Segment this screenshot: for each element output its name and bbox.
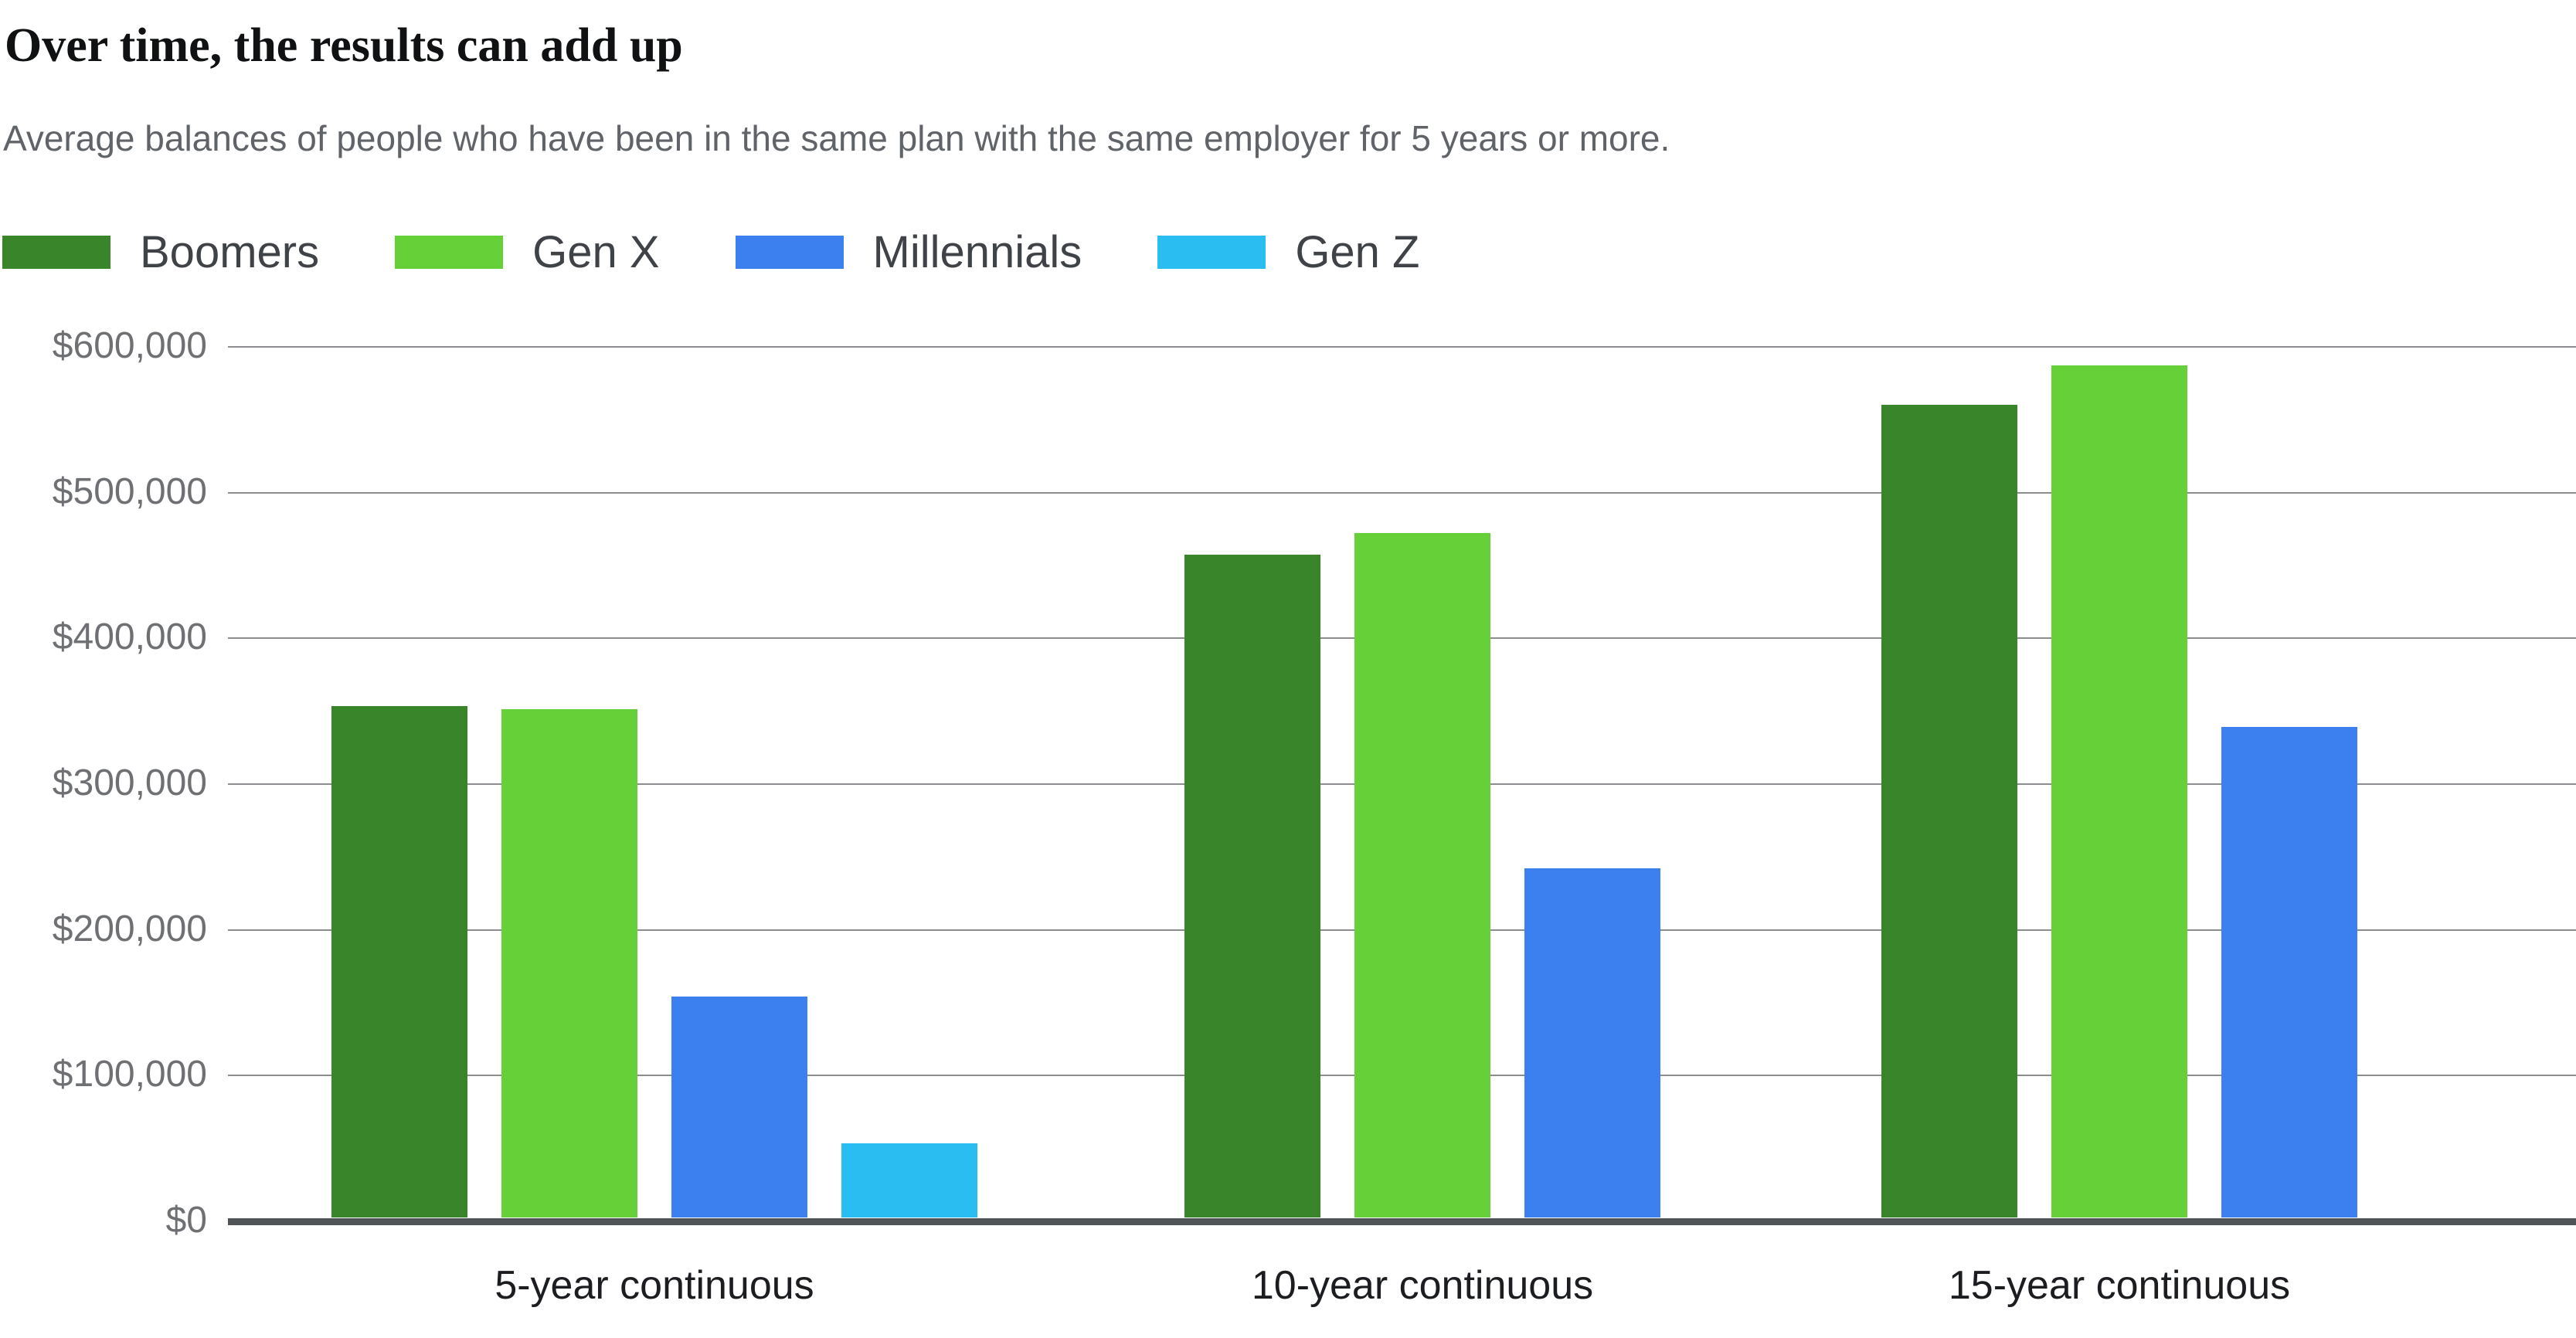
x-category-label: 15-year continuous [1948, 1263, 2291, 1308]
legend-item-millennials: Millennials [735, 226, 1082, 278]
x-category-label: 5-year continuous [494, 1263, 814, 1308]
bar-gen-x [2051, 365, 2187, 1218]
gridline [228, 346, 2576, 348]
legend-item-boomers: Boomers [2, 226, 319, 278]
bar-millennials [2221, 726, 2357, 1218]
y-tick-label: $100,000 [52, 1054, 207, 1095]
chart-subtitle: Average balances of people who have been… [3, 118, 1670, 158]
bar-gen-x [1354, 532, 1490, 1218]
bar-millennials [1524, 868, 1660, 1218]
x-category-label: 10-year continuous [1251, 1263, 1594, 1308]
legend-item-gen-x: Gen X [395, 226, 660, 278]
legend-label: Boomers [140, 226, 320, 277]
chart-title: Over time, the results can add up [5, 19, 683, 72]
bar-boomers [1184, 555, 1320, 1218]
bar-boomers [1881, 404, 2017, 1218]
chart-legend: Boomers Gen X Millennials Gen Z [2, 227, 1495, 277]
y-tick-label: $300,000 [52, 762, 207, 803]
legend-swatch-icon [2, 235, 110, 269]
bar-boomers [331, 706, 467, 1218]
legend-label: Millennials [872, 226, 1082, 277]
legend-label: Gen X [532, 226, 660, 277]
legend-item-gen-z: Gen Z [1157, 226, 1419, 278]
legend-label: Gen Z [1295, 226, 1420, 277]
bar-millennials [671, 996, 807, 1218]
bar-gen-z [841, 1143, 977, 1218]
legend-swatch-icon [395, 235, 504, 269]
y-tick-label: $200,000 [52, 908, 207, 949]
legend-swatch-icon [1157, 235, 1266, 269]
y-tick-label: $500,000 [52, 470, 207, 512]
legend-swatch-icon [735, 235, 844, 269]
bar-gen-x [501, 709, 637, 1218]
gridline [228, 491, 2576, 494]
x-axis-line [228, 1217, 2576, 1225]
y-tick-label: $0 [165, 1200, 207, 1241]
y-tick-label: $600,000 [52, 325, 207, 366]
y-tick-label: $400,000 [52, 616, 207, 658]
